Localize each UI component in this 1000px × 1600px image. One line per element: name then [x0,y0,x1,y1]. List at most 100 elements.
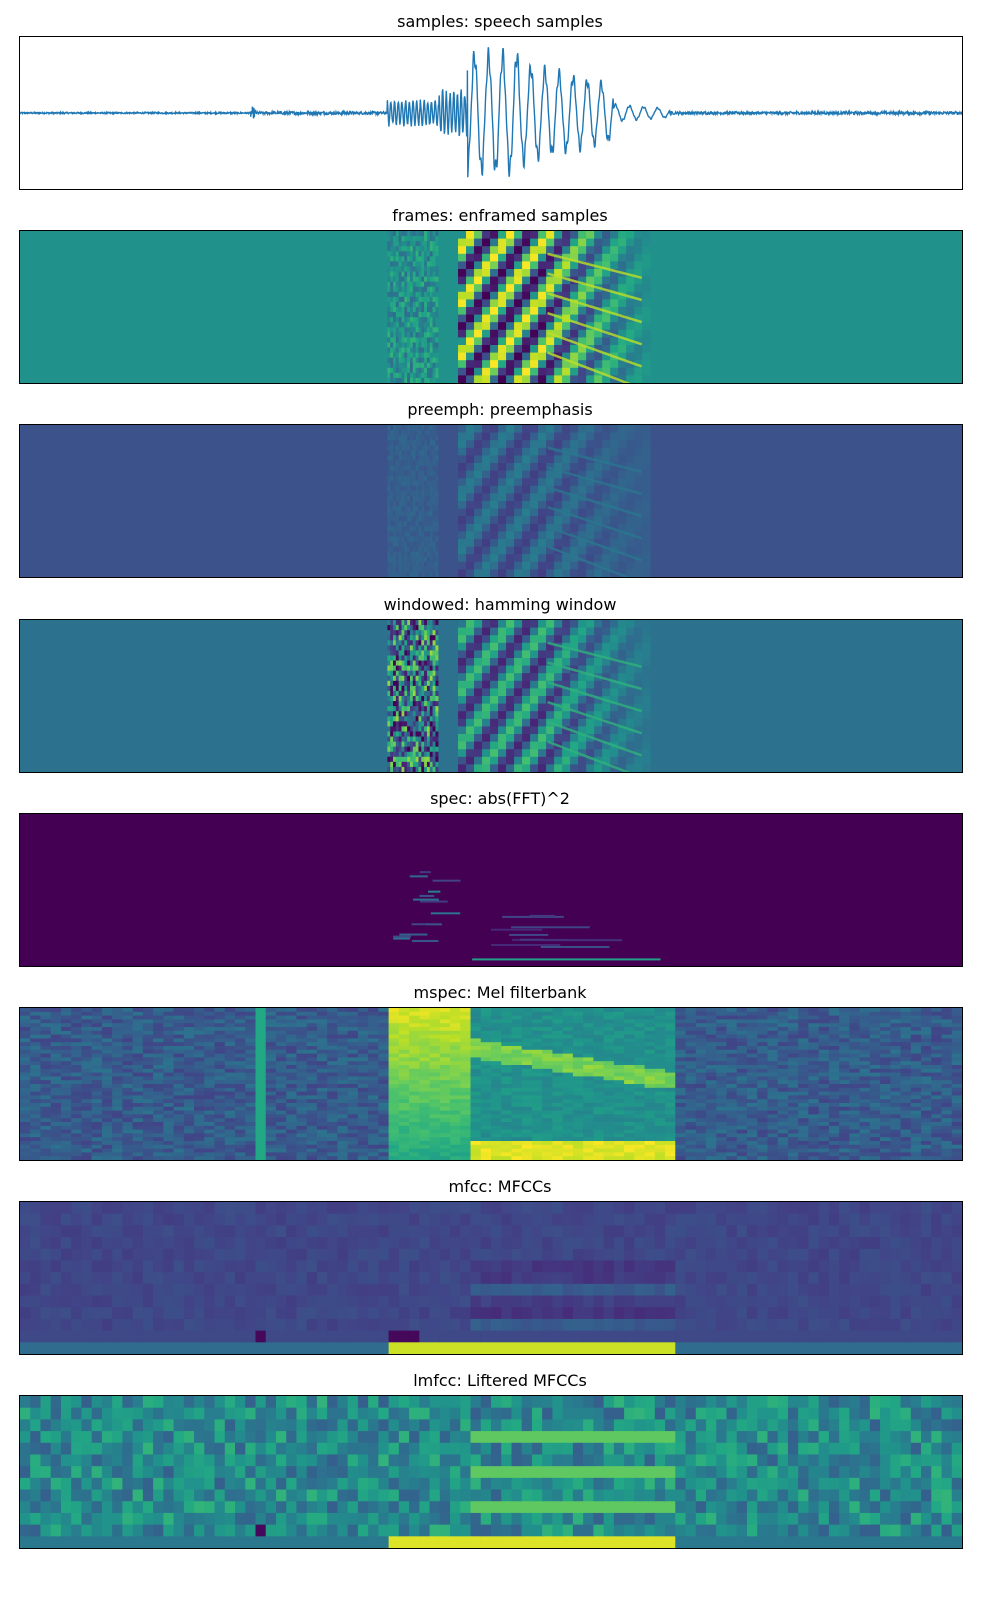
heatmap-cell [530,345,539,354]
heatmap-cell [409,470,413,477]
heatmap-cell [214,1030,226,1036]
heatmap-cell [498,523,507,532]
heatmap-cell [522,665,531,674]
heatmap-cell [530,455,539,464]
heatmap-cell [480,1106,492,1112]
heatmap-cell [412,716,416,722]
heatmap-cell [387,660,391,667]
heatmap-cell [163,1027,175,1032]
heatmap-cell [81,1099,93,1104]
heatmap-curve [547,466,643,496]
heatmap-cell [398,281,402,288]
heatmap-cell [429,246,433,252]
heatmap-cell [466,253,475,262]
heatmap-cell [470,1106,482,1112]
heatmap-cell [439,1061,451,1066]
heatmap-cell [435,551,439,558]
heatmap-cell [388,1080,400,1085]
heatmap-cell [474,447,483,456]
heatmap-cell [506,253,515,262]
heatmap-cell [393,362,397,369]
heatmap-cell [390,261,394,267]
heatmap-cell [407,495,411,502]
heatmap-cell [390,620,394,626]
heatmap-cell [388,1030,400,1036]
heatmap-cell [296,1125,308,1131]
heatmap-cell [390,645,394,651]
heatmap-cell [419,1118,431,1123]
heatmap-cell [491,1076,502,1081]
heatmap-cell [132,1141,144,1146]
heatmap-cell [101,1023,113,1028]
heatmap-cell [458,291,467,300]
heatmap-cell [470,1110,482,1115]
heatmap-cell [482,447,491,456]
heatmap-cell [395,342,399,349]
heatmap-cell [578,352,587,361]
heatmap-cell [393,685,397,692]
heatmap-cell [378,1084,390,1089]
heatmap-cell [530,337,539,346]
heatmap-cell [482,673,491,682]
heatmap-cell [395,556,399,563]
heatmap-cell [30,1034,42,1039]
heatmap-cell [368,1084,379,1089]
heatmap-cell [474,546,483,555]
heatmap-cell [418,327,422,333]
heatmap-cell [429,291,433,298]
heatmap-cell [407,561,411,568]
heatmap-cell [578,696,587,705]
heatmap-cell [412,312,416,318]
heatmap-cell [435,751,439,758]
heatmap-cell [435,690,439,697]
heatmap-cell [594,231,603,240]
heatmap-cell [538,665,547,674]
heatmap-cell [538,726,547,735]
heatmap-cell [421,307,425,313]
heatmap-cell [415,546,419,553]
heatmap-cell [432,511,436,517]
heatmap-cell [235,1042,246,1047]
heatmap-cell [480,1042,492,1047]
heatmap-curve [547,525,643,562]
heatmap-cell [415,655,419,662]
heatmap-cell [337,1065,349,1070]
heatmap-cell [506,440,515,449]
heatmap-cell [546,447,555,456]
heatmap-cell [480,1038,492,1043]
heatmap-cell [286,1099,298,1104]
heatmap-cell [421,566,425,573]
heatmap-cell [357,1087,369,1093]
heatmap-cell [424,435,428,441]
heatmap-cell [429,1030,441,1036]
heatmap-cell [194,1129,205,1134]
heatmap-cell [224,1030,236,1036]
heatmap-cell [163,1072,175,1077]
heatmap-cell [204,1076,216,1081]
heatmap-cell [122,1148,134,1153]
heatmap-cell [474,508,483,517]
heatmap-cell [91,1042,103,1047]
heatmap-cell [554,470,563,479]
heatmap-cell [498,734,507,743]
heatmap-cell [398,372,402,379]
heatmap-cell [132,1095,144,1100]
heatmap-cell [594,546,603,555]
heatmap-cell [586,246,595,255]
heatmap-cell [415,485,419,492]
heatmap-cell [472,958,661,961]
heatmap-cell [506,688,515,697]
heatmap-cell [387,675,391,682]
heatmap-cell [474,291,483,300]
heatmap-cell [578,322,587,331]
heatmap-cell [409,566,413,573]
heatmap-cell [409,536,413,543]
heatmap-cell [214,1008,226,1013]
heatmap-cell [578,447,587,456]
heatmap-cell [424,352,428,359]
heatmap-cell [390,450,394,456]
heatmap-cell [409,620,413,626]
heatmap-cell [458,501,467,510]
heatmap-cell [450,1027,461,1032]
heatmap-cell [398,1103,410,1108]
